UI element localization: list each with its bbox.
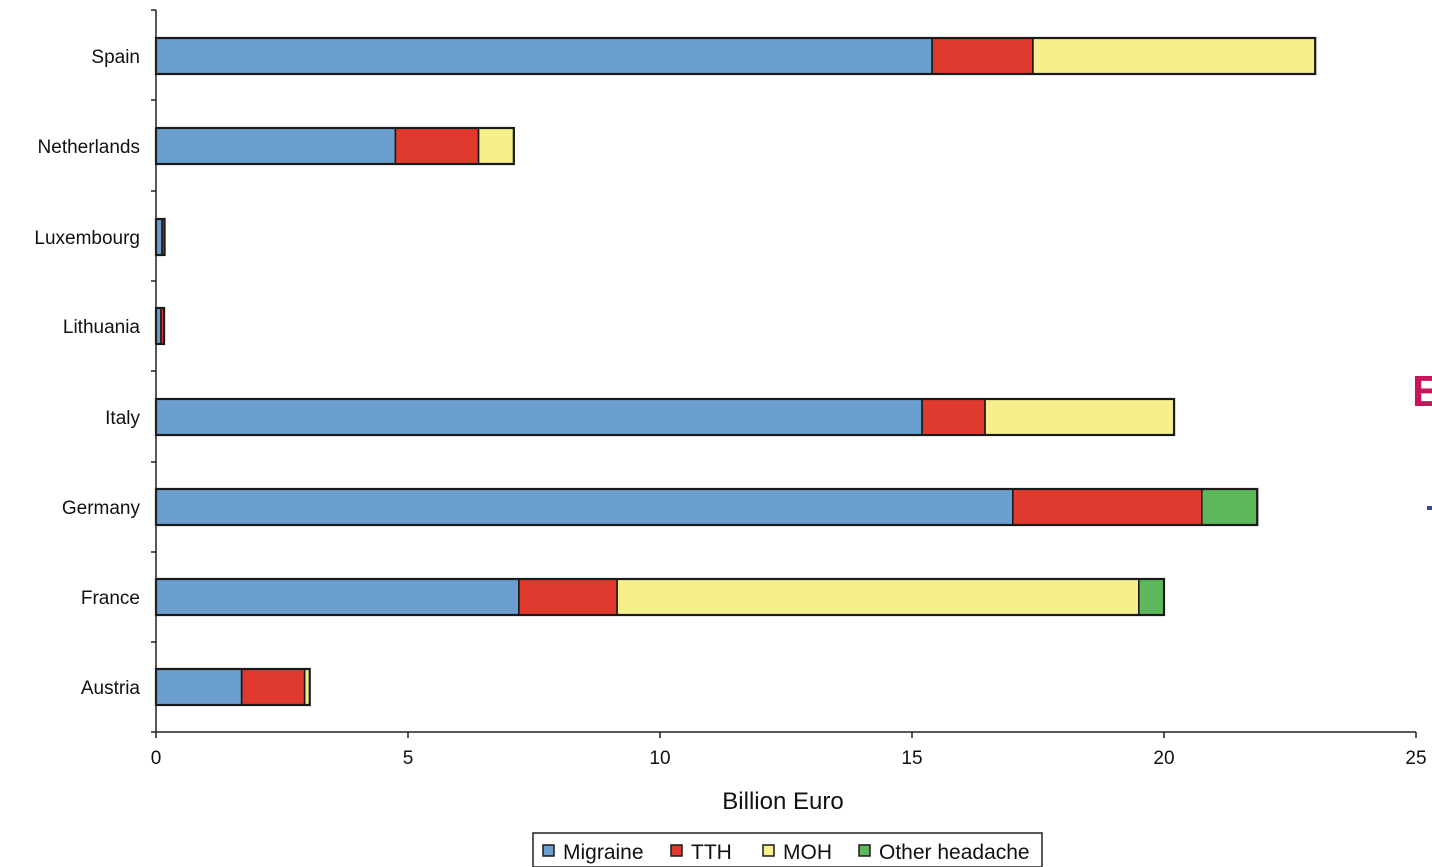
legend-swatch-other-headache <box>858 844 871 857</box>
bar-segment-moh-france <box>616 578 1140 616</box>
axes-layer <box>151 9 1417 738</box>
bar-segment-other-headache-germany <box>1201 488 1259 526</box>
bar-segment-migraine-spain <box>155 37 933 75</box>
bar-segment-tth-france <box>518 578 618 616</box>
legend-box <box>532 832 1043 867</box>
bar-segment-moh-italy <box>984 398 1175 436</box>
bar-segment-other-headache-france <box>1138 578 1165 616</box>
bar-segment-tth-austria <box>240 668 306 706</box>
y-tick-label-france: France <box>81 588 140 609</box>
side-mark-dash <box>1427 506 1432 510</box>
bar-segment-migraine-italy <box>155 398 923 436</box>
labels-layer: Spain Netherlands Luxembourg Lithuania Italy… <box>34 47 1426 769</box>
x-tick-label: 0 <box>151 748 162 769</box>
legend-swatch-moh <box>762 844 775 857</box>
legend-swatch-migraine <box>542 844 555 857</box>
y-tick-label-netherlands: Netherlands <box>38 137 140 158</box>
bar-segment-migraine-france <box>155 578 520 616</box>
x-axis-title: Billion Euro <box>722 788 843 815</box>
y-tick-label-italy: Italy <box>105 408 140 429</box>
bar-segment-tth-italy <box>921 398 986 436</box>
bar-segment-moh-netherlands <box>477 127 515 165</box>
x-tick-label: 10 <box>649 748 670 769</box>
bar-segment-tth-spain <box>931 37 1034 75</box>
legend-label-moh: MOH <box>783 841 832 864</box>
y-tick-label-spain: Spain <box>91 47 140 68</box>
x-tick-label: 5 <box>403 748 414 769</box>
bar-segment-migraine-austria <box>155 668 243 706</box>
x-tick-label: 20 <box>1153 748 1174 769</box>
legend-label-migraine: Migraine <box>563 841 644 864</box>
side-mark-letter: E <box>1412 367 1432 416</box>
y-tick-label-lithuania: Lithuania <box>63 317 141 338</box>
bar-segment-migraine-germany <box>155 488 1014 526</box>
bars-layer <box>154 36 1317 707</box>
legend-label-tth: TTH <box>691 841 732 864</box>
x-tick-label: 15 <box>901 748 922 769</box>
legend-label-other-headache: Other headache <box>879 841 1030 864</box>
bar-segment-tth-germany <box>1011 488 1203 526</box>
bar-segment-moh-spain <box>1032 37 1316 75</box>
y-tick-label-austria: Austria <box>81 678 141 699</box>
legend: Migraine TTH MOH Other headache <box>532 832 1043 867</box>
x-tick-label: 25 <box>1405 748 1426 769</box>
legend-swatch-tth <box>670 844 683 857</box>
y-tick-label-luxembourg: Luxembourg <box>34 228 140 249</box>
bar-segment-migraine-netherlands <box>155 127 397 165</box>
y-tick-label-germany: Germany <box>62 498 141 519</box>
bar-segment-tth-netherlands <box>394 127 480 165</box>
